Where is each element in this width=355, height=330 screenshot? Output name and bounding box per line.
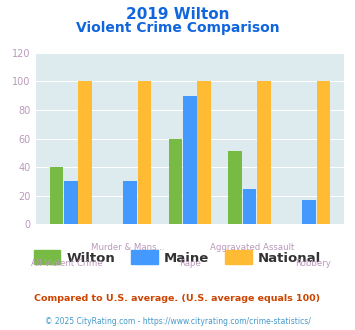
Bar: [183, 96, 197, 224]
Bar: [138, 82, 152, 224]
Text: Aggravated Assault: Aggravated Assault: [209, 243, 294, 251]
Bar: [78, 82, 92, 224]
Text: Violent Crime Comparison: Violent Crime Comparison: [76, 21, 279, 35]
Text: Compared to U.S. average. (U.S. average equals 100): Compared to U.S. average. (U.S. average …: [34, 294, 321, 303]
Text: All Violent Crime: All Violent Crime: [31, 259, 102, 268]
Bar: [64, 182, 77, 224]
Text: © 2025 CityRating.com - https://www.cityrating.com/crime-statistics/: © 2025 CityRating.com - https://www.city…: [45, 317, 310, 326]
Bar: [257, 82, 271, 224]
Bar: [302, 200, 316, 224]
Text: Rape: Rape: [179, 259, 201, 268]
Bar: [124, 182, 137, 224]
Bar: [228, 151, 242, 224]
Bar: [243, 189, 256, 224]
Bar: [169, 139, 182, 224]
Bar: [197, 82, 211, 224]
Bar: [50, 167, 63, 224]
Bar: [317, 82, 330, 224]
Text: Murder & Mans...: Murder & Mans...: [91, 243, 165, 251]
Legend: Wilton, Maine, National: Wilton, Maine, National: [28, 245, 327, 270]
Text: Robbery: Robbery: [295, 259, 332, 268]
Text: 2019 Wilton: 2019 Wilton: [126, 7, 229, 21]
